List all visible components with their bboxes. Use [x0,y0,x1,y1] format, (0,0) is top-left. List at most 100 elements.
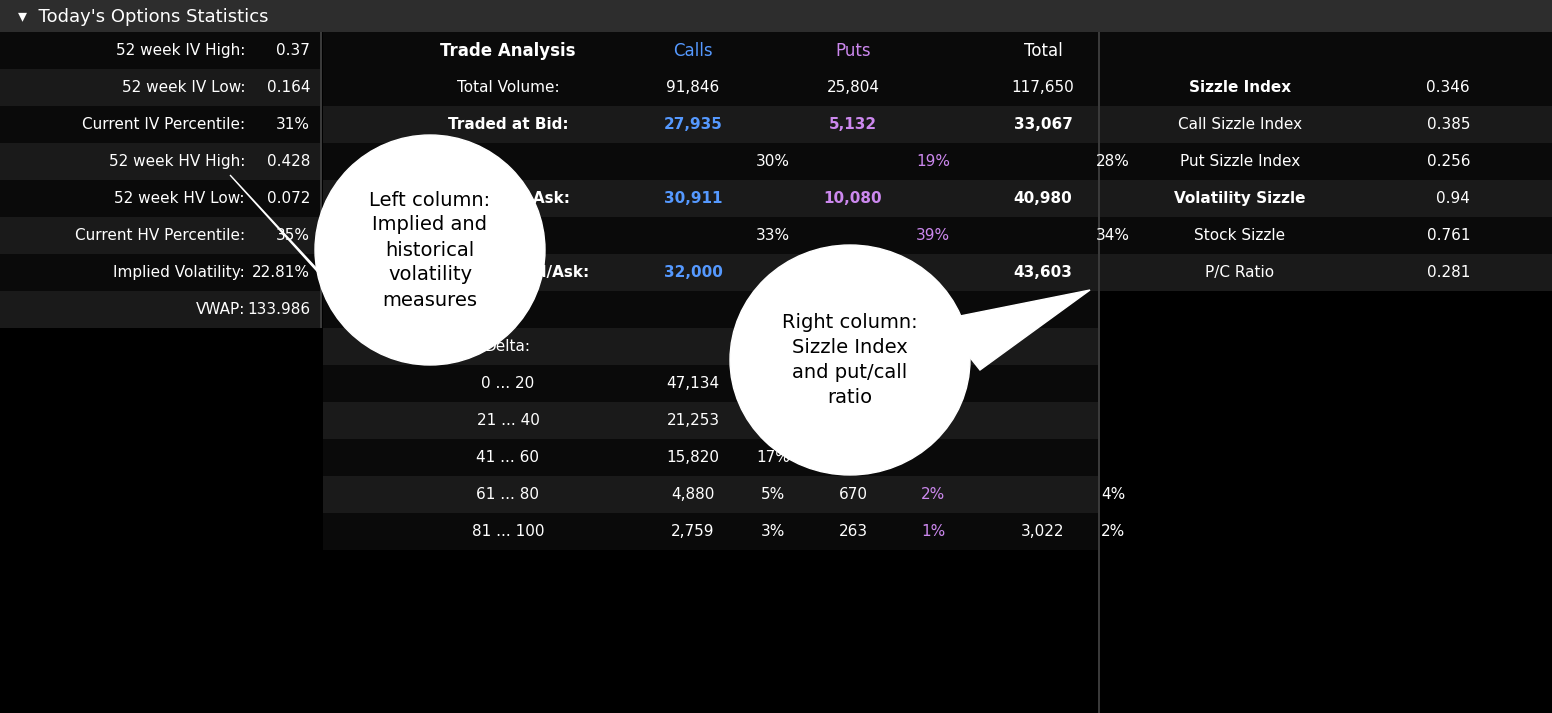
Text: Traded b/t Bid/Ask:: Traded b/t Bid/Ask: [427,265,590,280]
Text: Sizzle Index: Sizzle Index [1189,80,1291,95]
Text: 670: 670 [838,487,868,502]
Text: Delta:: Delta: [484,339,531,354]
Bar [1097,32,1100,713]
Polygon shape [230,175,355,310]
Bar [0,254,320,291]
Text: 2,759: 2,759 [672,524,715,539]
Bar [323,476,1100,513]
Bar [323,106,1100,143]
Text: 3%: 3% [760,524,785,539]
Text: 22.81%: 22.81% [251,265,310,280]
Bar [323,439,1100,476]
Text: Calls: Calls [674,41,712,59]
Text: Total Volume:: Total Volume: [456,80,559,95]
Text: Puts: Puts [835,41,871,59]
Text: 19%: 19% [916,154,950,169]
Text: Right column:
Sizzle Index
and put/call
ratio: Right column: Sizzle Index and put/call … [782,313,917,407]
Text: 5,132: 5,132 [829,117,877,132]
Text: 4,574: 4,574 [832,450,875,465]
Text: 25,804: 25,804 [827,80,880,95]
Text: Total: Total [1024,41,1063,59]
Text: Current HV Percentile:: Current HV Percentile: [74,228,245,243]
Text: 4,880: 4,880 [672,487,714,502]
Bar [0,217,320,254]
Bar [323,32,1100,69]
Text: 43,603: 43,603 [1013,265,1072,280]
Text: 10,592: 10,592 [824,265,883,280]
Bar [323,69,1100,106]
Text: ▾  Today's Options Statistics: ▾ Today's Options Statistics [19,8,268,26]
Text: 1%: 1% [920,524,945,539]
Bar [0,106,320,143]
Bar [1100,32,1552,69]
Text: 0.281: 0.281 [1426,265,1470,280]
Text: 0.072: 0.072 [267,191,310,206]
Text: 27,935: 27,935 [664,117,722,132]
Bar [323,402,1100,439]
Bar [0,32,320,69]
Text: 0.761: 0.761 [1426,228,1470,243]
Bar [1100,143,1552,180]
Text: 17%: 17% [756,450,790,465]
Bar [1100,106,1552,143]
Polygon shape [941,290,1090,370]
Text: 4%: 4% [1100,487,1125,502]
Text: 21,253: 21,253 [666,413,720,428]
Bar [323,365,1100,402]
Bar [323,328,1100,365]
Text: 31%: 31% [276,117,310,132]
Text: 15,820: 15,820 [666,450,720,465]
Text: 117,650: 117,650 [1012,80,1074,95]
Text: 133.986: 133.986 [247,302,310,317]
Bar [323,217,1100,254]
Text: Stock Sizzle: Stock Sizzle [1195,228,1285,243]
Text: 28%: 28% [1096,154,1130,169]
Text: 0.94: 0.94 [1436,191,1470,206]
Text: 33%: 33% [756,228,790,243]
Bar [320,32,321,328]
Text: 5%: 5% [760,487,785,502]
Text: 52 week IV High:: 52 week IV High: [116,43,245,58]
Text: 2%: 2% [1100,524,1125,539]
Text: 0.346: 0.346 [1426,80,1470,95]
Text: Current IV Percentile:: Current IV Percentile: [82,117,245,132]
Text: VWAP:: VWAP: [196,302,245,317]
Bar [1100,217,1552,254]
Bar [0,0,1552,32]
Ellipse shape [729,245,970,475]
Text: 35%: 35% [756,302,790,317]
Text: 21 ... 40: 21 ... 40 [476,413,540,428]
Text: 0.385: 0.385 [1426,117,1470,132]
Text: 39%: 39% [916,228,950,243]
Text: Put Sizzle Index: Put Sizzle Index [1180,154,1301,169]
Text: 52 week HV Low:: 52 week HV Low: [115,191,245,206]
Text: 47,134: 47,134 [666,376,720,391]
Text: 41%: 41% [916,302,950,317]
Bar [1100,254,1552,291]
Bar [1100,69,1552,106]
Text: 33,067: 33,067 [1013,117,1072,132]
Text: 0.37: 0.37 [276,43,310,58]
Bar [323,513,1100,550]
Text: 51%: 51% [756,376,790,391]
Bar [0,143,320,180]
Text: 30,911: 30,911 [664,191,722,206]
Text: 61 ... 80: 61 ... 80 [476,487,540,502]
Text: 52 week IV Low:: 52 week IV Low: [121,80,245,95]
Text: 41 ... 60: 41 ... 60 [476,450,540,465]
Text: P/C Ratio: P/C Ratio [1206,265,1274,280]
Text: 263: 263 [838,524,868,539]
Bar [323,291,1100,328]
Text: 0.164: 0.164 [267,80,310,95]
Text: 91,846: 91,846 [666,80,720,95]
Text: 40,980: 40,980 [1013,191,1072,206]
Text: 10,080: 10,080 [824,191,883,206]
Text: 52 week HV High:: 52 week HV High: [109,154,245,169]
Bar [323,254,1100,291]
Bar [0,291,320,328]
Text: 32,000: 32,000 [664,265,722,280]
Text: 30%: 30% [756,154,790,169]
Bar [0,180,320,217]
Text: 81 ... 100: 81 ... 100 [472,524,545,539]
Text: Left column:
Implied and
historical
volatility
measures: Left column: Implied and historical vola… [369,190,490,309]
